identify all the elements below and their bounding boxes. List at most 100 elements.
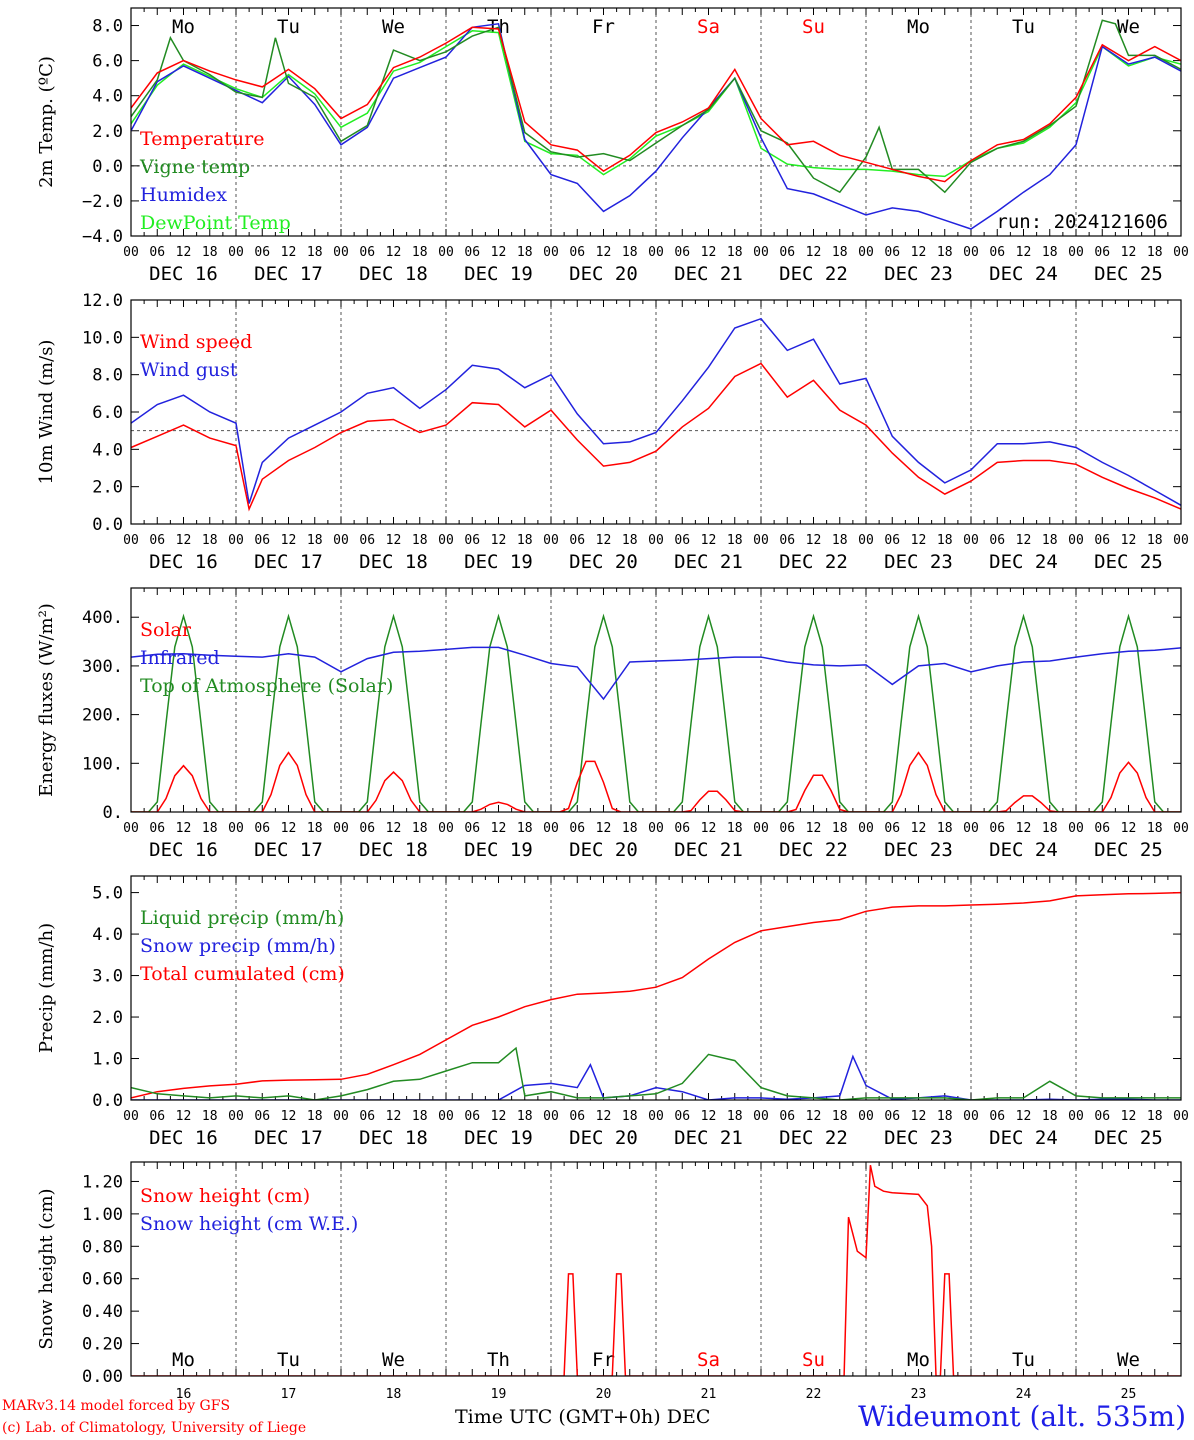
hour-tick-label: 00: [858, 245, 874, 260]
series-line-1: [131, 751, 1181, 812]
day-number-label: 18: [386, 1387, 402, 1402]
y-tick-label: 6.0: [92, 403, 123, 423]
hour-tick-label: 00: [1173, 533, 1189, 548]
date-label: DEC 25: [1094, 1127, 1163, 1149]
series-line-2: [131, 19, 1181, 194]
hour-tick-label: 06: [254, 1109, 270, 1124]
y-tick-label: 0.0: [92, 157, 123, 177]
date-label: DEC 17: [254, 551, 323, 573]
day-name-label: Mo: [907, 16, 930, 38]
day-name-label: We: [382, 1349, 405, 1371]
hour-tick-label: 06: [464, 245, 480, 260]
series-line-2: [131, 317, 1181, 506]
hour-tick-label: 00: [543, 821, 559, 836]
hour-tick-label: 06: [674, 821, 690, 836]
legend-entry: Snow precip (mm/h): [140, 935, 336, 957]
hour-tick-label: 06: [569, 821, 585, 836]
hour-tick-label: 12: [806, 821, 822, 836]
time-axis-label: Time UTC (GMT+0h) DEC: [455, 1406, 711, 1428]
legend-entry: Wind speed: [140, 331, 252, 353]
hour-tick-label: 06: [149, 1109, 165, 1124]
hour-tick-label: 00: [123, 821, 139, 836]
hour-tick-label: 18: [1147, 821, 1163, 836]
hour-tick-label: 18: [832, 821, 848, 836]
date-label: DEC 17: [254, 839, 323, 861]
hour-tick-label: 18: [517, 245, 533, 260]
date-label: DEC 25: [1094, 551, 1163, 573]
day-name-label: Mo: [172, 1349, 195, 1371]
hour-tick-label: 06: [989, 821, 1005, 836]
date-label: DEC 21: [674, 1127, 743, 1149]
hour-tick-label: 12: [1121, 1109, 1137, 1124]
hour-tick-label: 00: [1068, 245, 1084, 260]
hour-tick-label: 00: [963, 1109, 979, 1124]
series-line-2: [131, 646, 1181, 701]
hour-tick-label: 00: [438, 821, 454, 836]
day-number-label: 21: [701, 1387, 717, 1402]
hour-tick-label: 00: [123, 533, 139, 548]
day-name-label: Mo: [172, 16, 195, 38]
y-tick-label: 0.40: [82, 1302, 123, 1322]
hour-tick-label: 06: [359, 821, 375, 836]
model-credit: MARv3.14 model forced by GFS: [2, 1398, 231, 1414]
day-name-label: Tu: [277, 1349, 300, 1371]
legend-entry: Solar: [140, 619, 192, 641]
hour-tick-label: 06: [779, 245, 795, 260]
panel-3: 0. 100. 200. 300. 400. Energy fluxes (W/m²) 00…: [36, 587, 1189, 861]
hour-tick-label: 06: [884, 1109, 900, 1124]
date-label: DEC 23: [884, 839, 953, 861]
panel-1: −4.0 −2.0 0.0 2.0 4.0 6.0 8.0 2m Temp. (ºC) 00 06…: [36, 7, 1189, 285]
date-label: DEC 19: [464, 263, 533, 285]
y-axis-title: 10m Wind (m/s): [36, 340, 57, 485]
hour-tick-label: 06: [464, 533, 480, 548]
y-tick-label: 5.0: [92, 884, 123, 904]
hour-tick-label: 00: [228, 245, 244, 260]
hour-tick-label: 00: [648, 533, 664, 548]
date-label: DEC 16: [149, 263, 218, 285]
day-number-label: 24: [1016, 1387, 1032, 1402]
hour-tick-label: 06: [569, 533, 585, 548]
day-name-label: Su: [802, 16, 825, 38]
hour-tick-label: 06: [989, 245, 1005, 260]
hour-tick-label: 00: [1173, 821, 1189, 836]
legend-entry: Snow height (cm): [140, 1185, 310, 1207]
series-line-3: [131, 22, 1181, 230]
hour-tick-label: 00: [1068, 533, 1084, 548]
hour-tick-label: 00: [648, 245, 664, 260]
hour-tick-label: 18: [202, 1109, 218, 1124]
hour-tick-label: 06: [1094, 245, 1110, 260]
y-tick-label: 2.0: [92, 122, 123, 142]
hour-tick-label: 00: [1173, 245, 1189, 260]
legend-entry: Vigne temp: [139, 156, 250, 178]
hour-tick-label: 12: [176, 245, 192, 260]
hour-tick-label: 00: [543, 245, 559, 260]
hour-tick-label: 12: [701, 1109, 717, 1124]
date-label: DEC 20: [569, 551, 638, 573]
hour-tick-label: 18: [832, 245, 848, 260]
legend-entry: Infrared: [140, 647, 220, 669]
hour-tick-label: 18: [727, 245, 743, 260]
hour-tick-label: 06: [254, 821, 270, 836]
y-tick-label: 2.0: [92, 478, 123, 498]
legend-entry: DewPoint Temp: [140, 212, 291, 234]
hour-tick-label: 06: [359, 1109, 375, 1124]
hour-tick-label: 00: [648, 821, 664, 836]
date-label: DEC 23: [884, 263, 953, 285]
hour-tick-label: 00: [753, 821, 769, 836]
hour-tick-label: 18: [412, 245, 428, 260]
hour-tick-label: 06: [569, 1109, 585, 1124]
hour-tick-label: 12: [596, 533, 612, 548]
hour-tick-label: 18: [1147, 245, 1163, 260]
hour-tick-label: 18: [1042, 821, 1058, 836]
y-tick-label: 2.0: [92, 1008, 123, 1028]
run-annotation: run: 2024121606: [996, 211, 1168, 233]
hour-tick-label: 00: [858, 1109, 874, 1124]
hour-tick-label: 12: [1016, 1109, 1032, 1124]
hour-tick-label: 18: [622, 245, 638, 260]
y-tick-label: 1.20: [82, 1172, 123, 1192]
hour-tick-label: 12: [1016, 533, 1032, 548]
plot-frame: [130, 1161, 1182, 1377]
hour-tick-label: 12: [281, 245, 297, 260]
hour-tick-label: 18: [622, 821, 638, 836]
